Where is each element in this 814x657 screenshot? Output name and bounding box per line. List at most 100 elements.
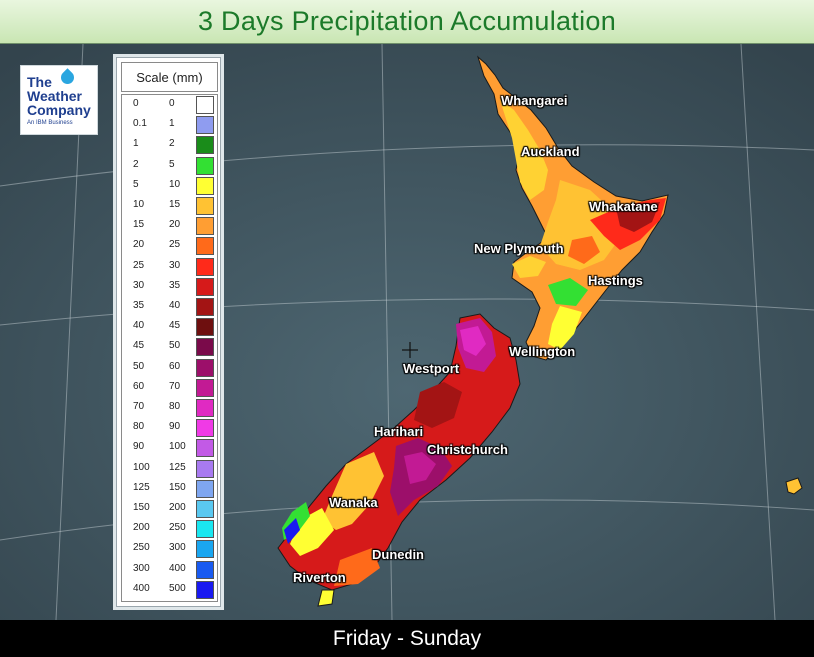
north-island xyxy=(476,55,669,361)
legend-from: 35 xyxy=(133,300,145,311)
legend-swatch xyxy=(196,500,214,518)
legend-from: 5 xyxy=(133,178,139,190)
legend-row: 150 200 xyxy=(122,499,217,519)
legend-swatch xyxy=(196,580,214,599)
legend-row: 250 300 xyxy=(122,539,217,559)
period-label: Friday - Sunday xyxy=(332,626,482,650)
legend-from: 0 xyxy=(133,98,139,109)
legend-swatch xyxy=(196,520,214,539)
legend-swatch xyxy=(196,298,214,316)
legend-swatch xyxy=(196,116,214,135)
legend-from: 250 xyxy=(133,542,150,554)
legend-to: 125 xyxy=(169,461,186,473)
legend-row: 200 250 xyxy=(122,519,217,539)
legend-from: 200 xyxy=(133,522,150,534)
legend-from: 400 xyxy=(133,582,150,594)
weather-company-logo: The Weather Company An IBM Business xyxy=(20,65,98,135)
city-label: Harihari xyxy=(374,424,424,439)
legend-row: 30 35 xyxy=(122,277,217,297)
water-drop-icon xyxy=(58,68,77,87)
city-label: Westport xyxy=(403,361,460,376)
legend-to: 200 xyxy=(169,502,186,513)
city-label: Christchurch xyxy=(427,442,508,457)
legend-to: 500 xyxy=(169,582,186,594)
chatham-islands xyxy=(785,477,803,495)
legend-to: 40 xyxy=(169,300,181,311)
logo-line-2: Weather xyxy=(27,88,82,104)
legend-swatch xyxy=(196,318,214,337)
legend-swatch xyxy=(196,156,214,175)
legend-from: 90 xyxy=(133,441,145,453)
legend-to: 50 xyxy=(169,340,181,352)
legend-to: 30 xyxy=(169,259,181,271)
legend-row: 35 40 xyxy=(122,297,217,317)
legend-from: 10 xyxy=(133,199,145,210)
legend-row: 100 125 xyxy=(122,459,217,479)
legend-from: 125 xyxy=(133,481,150,493)
legend-to: 10 xyxy=(169,178,181,190)
legend-to: 150 xyxy=(169,481,186,493)
legend-from: 45 xyxy=(133,340,145,352)
legend-to: 1 xyxy=(169,118,175,130)
precipitation-scale-legend: Scale (mm) 0 0 0.1 1 1 2 2 5 5 10 10 15 15 20 20 25 25 30… xyxy=(116,57,221,607)
legend-swatch xyxy=(196,419,214,438)
legend-rows: 0 0 0.1 1 1 2 2 5 5 10 10 15 15 20 20 25 25 30 30 35 35 40 40 4… xyxy=(121,94,218,602)
legend-to: 45 xyxy=(169,320,181,332)
legend-row: 0.1 1 xyxy=(122,115,217,135)
legend-from: 50 xyxy=(133,360,145,372)
legend-to: 80 xyxy=(169,401,181,412)
legend-to: 300 xyxy=(169,542,186,554)
legend-from: 100 xyxy=(133,461,150,473)
legend-row: 5 10 xyxy=(122,176,217,196)
legend-swatch xyxy=(196,479,214,498)
legend-row: 90 100 xyxy=(122,438,217,458)
legend-to: 90 xyxy=(169,421,181,433)
footer-bar: Friday - Sunday xyxy=(0,620,814,657)
legend-from: 0.1 xyxy=(133,118,147,130)
legend-row: 125 150 xyxy=(122,479,217,499)
city-label: Wellington xyxy=(509,344,576,359)
legend-swatch xyxy=(196,237,214,256)
legend-swatch xyxy=(196,439,214,458)
legend-swatch xyxy=(196,217,214,236)
legend-row: 80 90 xyxy=(122,418,217,438)
legend-swatch xyxy=(196,176,214,195)
logo-line-3: Company xyxy=(27,102,91,118)
legend-swatch xyxy=(196,338,214,357)
legend-row: 50 60 xyxy=(122,358,217,378)
legend-row: 60 70 xyxy=(122,378,217,398)
legend-from: 60 xyxy=(133,380,145,392)
legend-to: 5 xyxy=(169,158,175,170)
city-label: Hastings xyxy=(588,273,643,288)
south-island xyxy=(277,313,521,607)
city-label: Whakatane xyxy=(589,199,658,214)
legend-from: 40 xyxy=(133,320,145,332)
legend-from: 15 xyxy=(133,219,145,231)
legend-to: 100 xyxy=(169,441,186,453)
legend-to: 250 xyxy=(169,522,186,534)
legend-to: 15 xyxy=(169,199,181,210)
legend-swatch xyxy=(196,136,214,155)
legend-row: 300 400 xyxy=(122,560,217,580)
logo-line-1: The xyxy=(27,74,52,90)
legend-swatch xyxy=(196,358,214,377)
city-label: New Plymouth xyxy=(474,241,564,256)
legend-title: Scale (mm) xyxy=(121,62,218,92)
legend-swatch xyxy=(196,257,214,276)
legend-from: 80 xyxy=(133,421,145,433)
legend-from: 20 xyxy=(133,239,145,251)
legend-from: 300 xyxy=(133,562,150,574)
legend-from: 150 xyxy=(133,502,150,513)
city-label: Auckland xyxy=(521,144,580,159)
legend-row: 45 50 xyxy=(122,337,217,357)
legend-swatch xyxy=(196,560,214,579)
legend-swatch xyxy=(196,459,214,478)
legend-row: 70 80 xyxy=(122,398,217,418)
city-label: Wanaka xyxy=(329,495,378,510)
legend-from: 70 xyxy=(133,401,145,412)
legend-to: 25 xyxy=(169,239,181,251)
legend-row: 400 500 xyxy=(122,580,217,600)
